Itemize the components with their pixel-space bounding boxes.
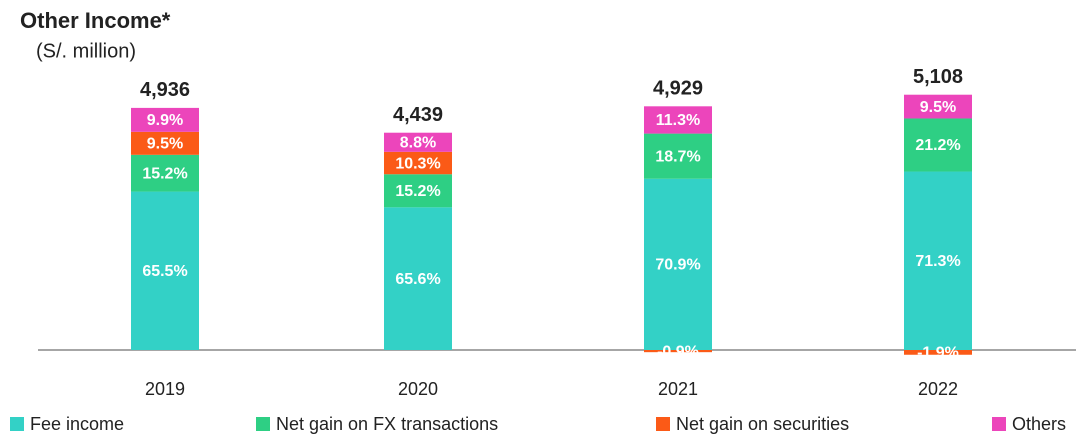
segment-label: 70.9% xyxy=(655,257,700,274)
legend-label: Others xyxy=(1012,414,1066,434)
chart-title: Other Income* xyxy=(20,8,171,33)
bar-segment xyxy=(384,151,452,175)
legend-label: Fee income xyxy=(30,414,124,434)
segment-label: 11.3% xyxy=(656,112,700,129)
bar-segment xyxy=(644,106,712,134)
legend-swatch xyxy=(656,417,670,431)
total-label: 4,929 xyxy=(653,78,703,100)
legend-label: Net gain on FX transactions xyxy=(276,414,498,434)
x-tick-label: 2022 xyxy=(918,379,958,399)
segment-label: 71.3% xyxy=(915,253,960,270)
bar-segment xyxy=(131,154,199,192)
segment-label: 65.6% xyxy=(395,271,440,288)
bar-segment xyxy=(904,118,972,172)
total-label: 4,439 xyxy=(393,104,443,126)
segment-label: -0.9% xyxy=(657,343,699,360)
segment-label: 8.8% xyxy=(400,134,436,151)
bar-segment xyxy=(644,133,712,179)
x-tick-label: 2021 xyxy=(658,379,698,399)
total-label: 4,936 xyxy=(140,79,190,101)
bar-segment xyxy=(384,174,452,208)
bar-segment xyxy=(384,132,452,152)
segment-label: 21.2% xyxy=(915,137,960,154)
segment-label: 65.5% xyxy=(142,263,187,280)
bar-segment xyxy=(131,191,199,350)
legend-label: Net gain on securities xyxy=(676,414,849,434)
legend-swatch xyxy=(992,417,1006,431)
segment-label: 9.5% xyxy=(920,99,956,116)
bar-segment xyxy=(904,350,972,355)
bar-segment xyxy=(384,207,452,350)
bar-segment xyxy=(644,178,712,350)
segment-label: 15.2% xyxy=(142,165,187,182)
x-tick-label: 2019 xyxy=(145,379,185,399)
chart-subtitle: (S/. million) xyxy=(36,40,136,62)
legend-swatch xyxy=(256,417,270,431)
bar-segment xyxy=(131,107,199,132)
legend-swatch xyxy=(10,417,24,431)
segment-label: 9.9% xyxy=(147,112,183,129)
x-tick-label: 2020 xyxy=(398,379,438,399)
total-label: 5,108 xyxy=(913,66,963,88)
segment-label: 18.7% xyxy=(655,148,700,165)
segment-label: 15.2% xyxy=(395,183,440,200)
segment-label: 9.5% xyxy=(147,136,183,153)
segment-label: -1.9% xyxy=(917,345,959,362)
bar-segment xyxy=(904,94,972,119)
bar-segment xyxy=(644,350,712,353)
bar-segment xyxy=(131,131,199,155)
bar-segment xyxy=(904,171,972,350)
segment-label: 10.3% xyxy=(395,155,440,172)
